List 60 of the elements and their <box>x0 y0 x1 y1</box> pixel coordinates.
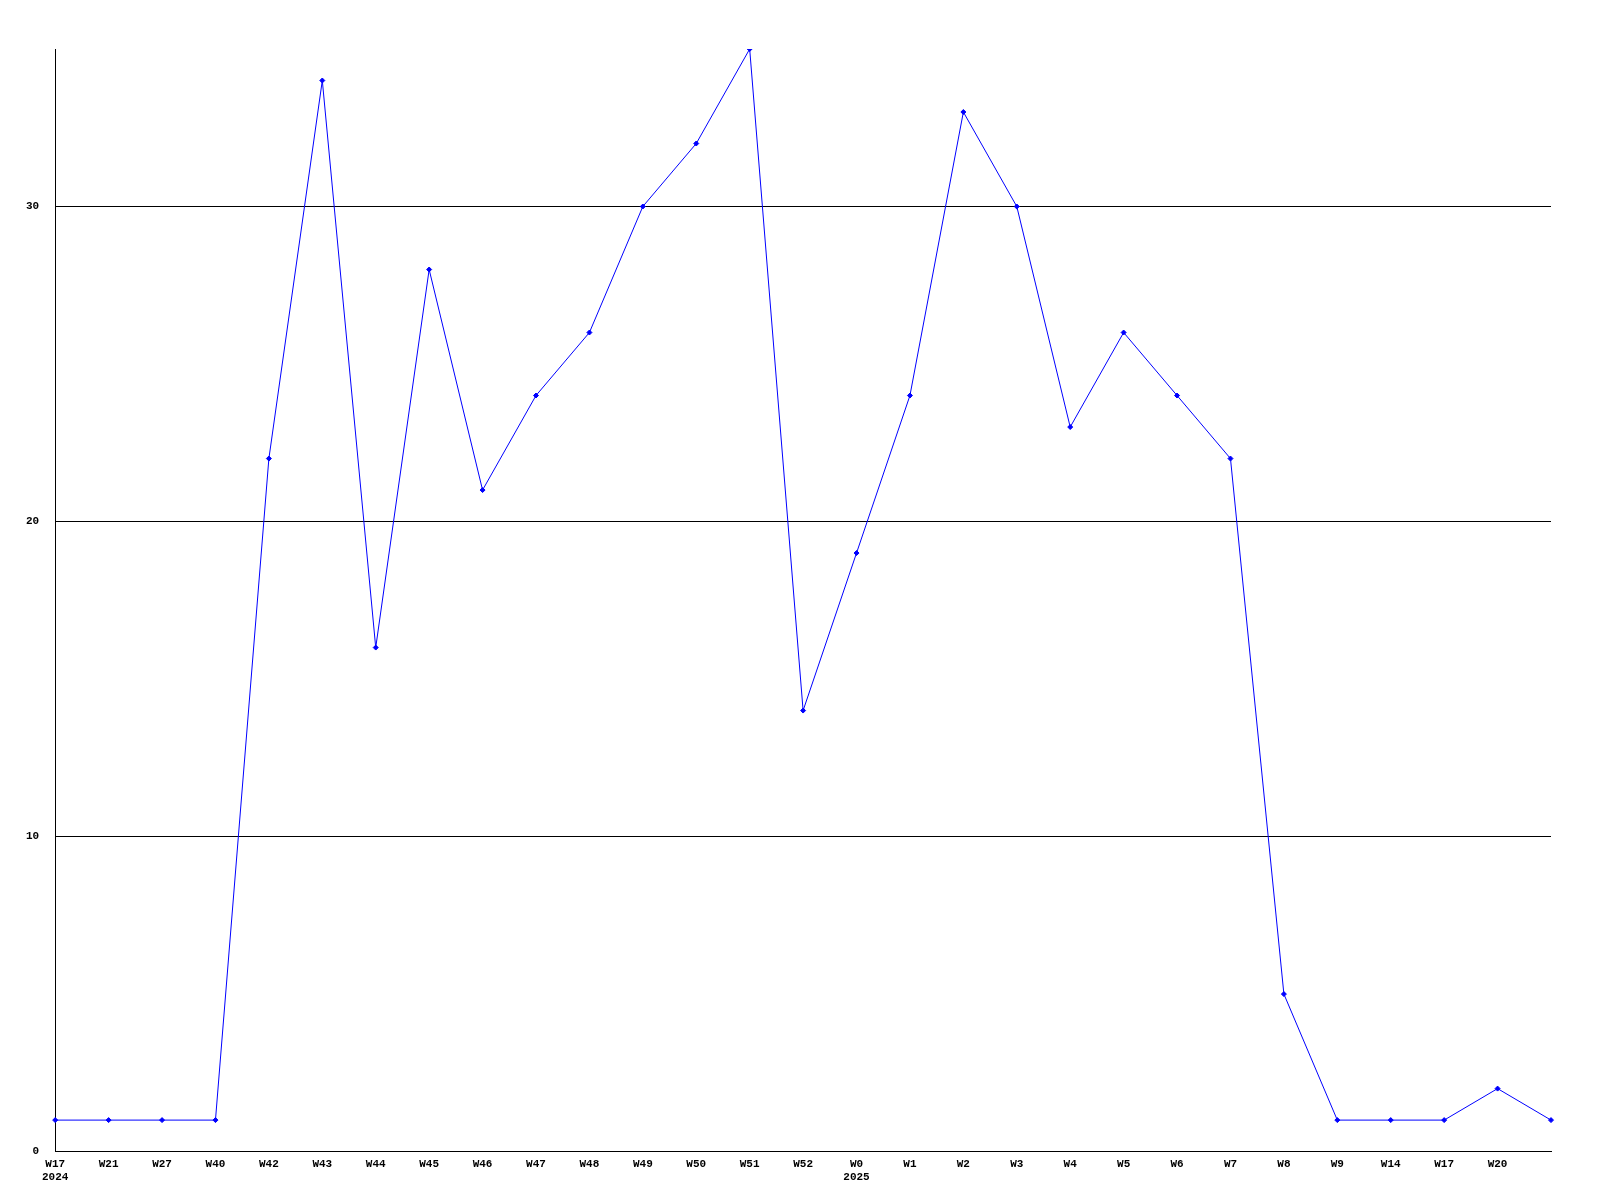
x-tick-label: W51 <box>739 1157 760 1170</box>
x-tick-label: W1 <box>903 1157 917 1170</box>
x-tick-label: W40 <box>205 1157 226 1170</box>
point <box>1548 1117 1554 1124</box>
x-tick-label: W9 <box>1330 1157 1344 1170</box>
point <box>960 109 967 116</box>
point <box>1227 455 1234 462</box>
point <box>1334 1117 1341 1124</box>
point <box>265 455 272 462</box>
point <box>1174 392 1181 399</box>
x-tick-label: W27 <box>152 1157 172 1170</box>
x-tick-label: W7 <box>1223 1157 1238 1170</box>
x-tick-label: W17 <box>1434 1157 1455 1170</box>
x-tick-label: W45 <box>419 1157 440 1170</box>
x-tick-label: W20 <box>1487 1157 1508 1170</box>
point <box>1120 329 1127 336</box>
point <box>800 707 807 714</box>
x-tick-label: W43 <box>312 1157 333 1170</box>
y-tick-label: 30 <box>26 200 40 213</box>
point <box>639 203 646 210</box>
y-tick-label: 20 <box>26 515 40 528</box>
x-tick-label: W5 <box>1117 1157 1131 1170</box>
point <box>853 550 860 557</box>
point <box>212 1117 219 1124</box>
x-tick-label: W46 <box>472 1157 493 1170</box>
x-tick-label: W2 <box>956 1157 970 1170</box>
point <box>479 487 486 494</box>
x-tick-label: W14 <box>1380 1157 1402 1170</box>
point <box>1013 203 1020 210</box>
x-tick-label: W0 2025 <box>843 1157 871 1184</box>
point <box>693 140 700 147</box>
x-tick-label: W42 <box>258 1157 279 1170</box>
point <box>105 1117 112 1124</box>
x-tick-label: W21 <box>98 1157 119 1170</box>
x-tick-label: W8 <box>1277 1157 1291 1170</box>
point <box>1494 1085 1501 1092</box>
x-tick-label: W17 2024 <box>42 1157 69 1184</box>
x-tick-label: W4 <box>1063 1157 1078 1170</box>
point <box>1067 424 1074 431</box>
point <box>1280 991 1287 998</box>
point <box>52 1117 59 1124</box>
x-tick-label: W3 <box>1010 1157 1024 1170</box>
x-tick-label: W52 <box>793 1157 814 1170</box>
x-tick-label: W50 <box>686 1157 707 1170</box>
point <box>1441 1117 1448 1124</box>
point <box>586 329 593 336</box>
point <box>159 1117 166 1124</box>
y-tick-label: 0 <box>32 1145 40 1158</box>
point <box>319 77 326 84</box>
y-tick-label: 10 <box>26 830 40 843</box>
x-tick-label: W44 <box>365 1157 387 1170</box>
x-tick-label: W47 <box>526 1157 546 1170</box>
x-tick-label: W48 <box>579 1157 600 1170</box>
point <box>426 266 433 273</box>
point <box>372 644 379 651</box>
x-tick-label: W6 <box>1170 1157 1184 1170</box>
point <box>532 392 539 399</box>
point <box>906 392 913 399</box>
point <box>1387 1117 1394 1124</box>
x-tick-label: W49 <box>632 1157 653 1170</box>
